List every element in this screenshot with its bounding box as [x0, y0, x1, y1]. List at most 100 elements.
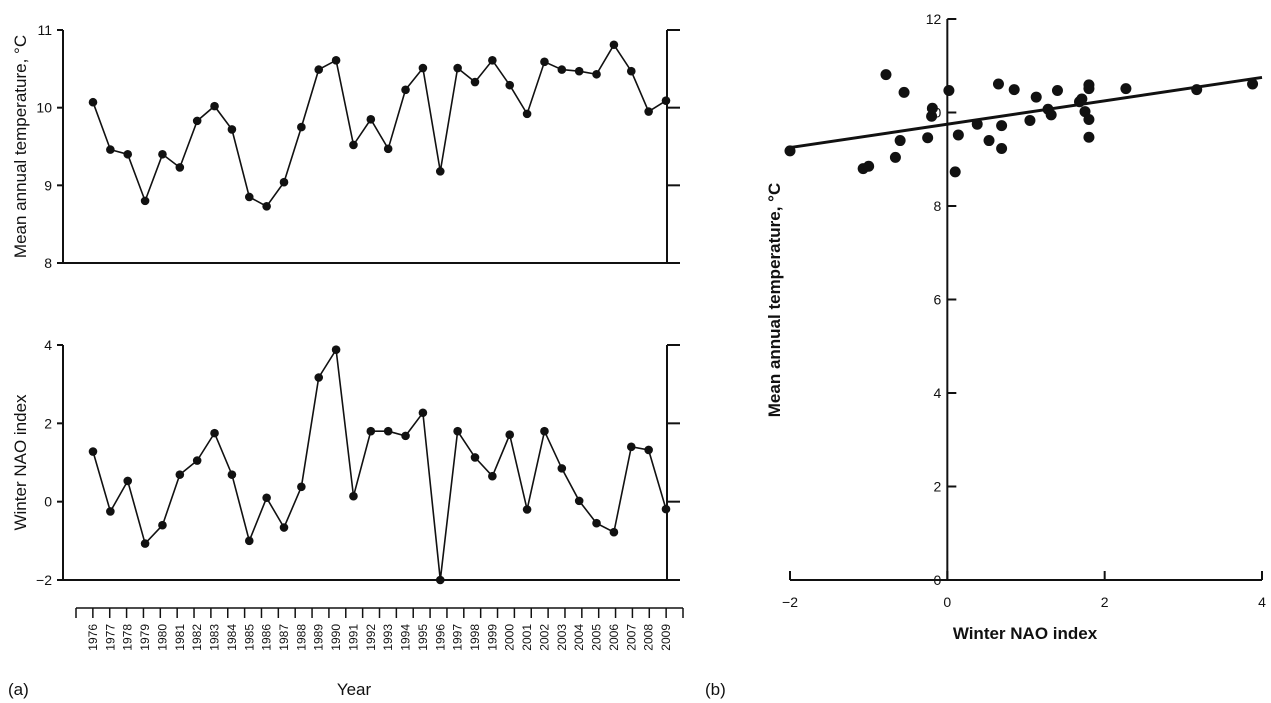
year-tick-label: 1983 — [208, 624, 222, 651]
data-point — [626, 442, 636, 452]
y-axis-label: Mean annual temperature, °C — [11, 35, 30, 258]
x-tick-label: −2 — [782, 594, 798, 610]
scatter-point — [1008, 84, 1020, 96]
data-point — [297, 122, 306, 132]
year-tick-label: 1999 — [485, 624, 499, 651]
year-tick-label: 1984 — [225, 624, 239, 651]
scatter-point — [943, 85, 955, 97]
scatter-point — [1083, 131, 1095, 143]
y-tick-label: 2 — [934, 479, 942, 495]
year-axis: 1976 1977 1978 1979 1980 1981 1982 1983 1984 1985… — [75, 607, 684, 699]
year-tick-label: 2000 — [503, 624, 517, 651]
data-point — [435, 167, 445, 176]
data-point — [401, 85, 410, 95]
data-point — [592, 518, 601, 528]
data-point — [522, 109, 532, 119]
data-point — [210, 428, 219, 438]
scatter-point — [1120, 83, 1132, 95]
scatter-point — [1083, 114, 1095, 126]
year-tick-label: 2002 — [537, 624, 551, 651]
y-tick-label: 8 — [934, 198, 942, 214]
scatter-point — [863, 160, 875, 172]
year-tick-label: 2005 — [590, 624, 604, 651]
data-point — [192, 456, 202, 465]
scatter-point — [1030, 91, 1042, 103]
data-point — [644, 445, 653, 455]
data-point — [88, 447, 98, 456]
data-point — [262, 202, 271, 211]
data-point — [262, 493, 271, 503]
data-point — [279, 177, 289, 187]
y-tick-label: −2 — [36, 572, 52, 588]
scatter-point — [926, 102, 938, 114]
data-point — [418, 63, 428, 73]
scatter-point — [926, 110, 938, 122]
scatter-point — [983, 135, 995, 147]
nao-timeseries-panel: −2 0 2 4 Winter NAO index — [11, 337, 680, 588]
year-tick-label: 2006 — [607, 624, 621, 651]
data-point — [123, 149, 133, 159]
data-point — [314, 373, 324, 382]
scatter-point — [1024, 114, 1036, 126]
data-point — [435, 575, 445, 585]
year-tick-label: 1997 — [451, 624, 465, 651]
data-point — [505, 430, 515, 439]
data-point — [609, 40, 619, 50]
y-tick-label: 4 — [44, 337, 52, 353]
year-tick-label: 2007 — [624, 624, 638, 651]
year-tick-label: 1989 — [312, 624, 326, 651]
year-tick-label: 1982 — [190, 624, 204, 651]
data-point — [366, 115, 376, 124]
data-point — [175, 470, 185, 479]
data-point — [661, 96, 671, 105]
y-tick-label: 9 — [44, 177, 52, 193]
scatter-point — [1051, 85, 1063, 97]
year-tick-label: 1996 — [433, 624, 447, 651]
y-tick-label: 6 — [934, 292, 942, 308]
y-tick-label: 10 — [36, 100, 52, 116]
data-point — [366, 426, 376, 436]
data-point — [140, 196, 150, 206]
data-point — [227, 470, 237, 479]
scatter-point — [894, 135, 906, 147]
y-tick-label: 8 — [44, 255, 52, 271]
data-point — [227, 125, 237, 134]
year-tick-label: 1977 — [103, 624, 117, 651]
scatter-point — [1045, 109, 1057, 121]
year-tick-label: 1986 — [260, 624, 274, 651]
scatter-point — [784, 145, 796, 157]
data-point — [140, 539, 150, 548]
scatter-point — [992, 78, 1004, 90]
data-point — [592, 69, 601, 79]
data-point — [557, 464, 567, 473]
y-tick-label: 11 — [37, 22, 52, 38]
data-point — [331, 55, 341, 65]
data-point — [574, 496, 584, 506]
data-point — [488, 55, 497, 65]
year-tick-label: 2008 — [642, 624, 656, 651]
y-tick-label: 4 — [934, 385, 942, 401]
data-point — [297, 482, 306, 492]
year-tick-label: 1991 — [346, 624, 360, 651]
data-point — [453, 63, 462, 73]
data-point — [349, 491, 358, 501]
data-point — [626, 66, 636, 76]
scatter-point — [1191, 84, 1203, 96]
data-point — [644, 107, 653, 116]
year-tick-label: 1995 — [416, 624, 430, 651]
scatter-point — [880, 69, 892, 81]
data-point — [279, 523, 289, 532]
scatter-point — [889, 151, 901, 163]
data-point — [470, 77, 480, 87]
year-tick-label: 2009 — [659, 624, 673, 651]
year-tick-label: 1992 — [364, 624, 378, 651]
data-point — [314, 65, 324, 74]
year-tick-label: 2004 — [572, 624, 586, 651]
year-tick-label: 2001 — [520, 624, 534, 651]
data-point — [574, 66, 584, 76]
x-axis-label: Winter NAO index — [953, 624, 1098, 643]
scatter-point — [996, 142, 1008, 154]
data-point — [123, 476, 133, 486]
y-axis-label: Mean annual temperature, °C — [765, 183, 784, 417]
